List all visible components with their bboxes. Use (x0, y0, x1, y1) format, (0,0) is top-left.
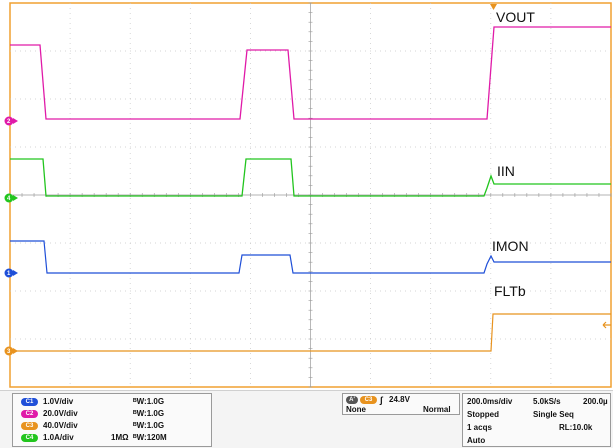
channel-1-badge[interactable]: C1 (21, 398, 38, 406)
trigger-channel-badge: C3 (360, 396, 377, 404)
horizontal-position: 200.0µ (583, 397, 608, 406)
status-bar: C1 1.0V/div ᴮW:1.0G C2 20.0V/div ᴮW:1.0G… (0, 390, 613, 448)
sample-rate: 5.0kS/s (533, 397, 561, 406)
fltb-label: FLTb (494, 283, 526, 299)
channel-4-badge[interactable]: C4 (21, 434, 38, 442)
channel-4-marker[interactable]: 4 (4, 193, 19, 203)
channel-2-bandwidth: ᴮW:1.0G (133, 409, 165, 418)
sequence-mode: Single Seq (533, 410, 574, 419)
channel-2-badge[interactable]: C2 (21, 410, 38, 418)
graticule-grid (9, 2, 612, 388)
svg-text:4: 4 (7, 196, 11, 202)
channel-3-scale: 40.0V/div (43, 421, 78, 430)
record-length: RL:10.0k (559, 423, 593, 432)
svg-text:3: 3 (7, 349, 11, 355)
acquisition-count: 1 acqs (467, 423, 492, 432)
channel-3-badge[interactable]: C3 (21, 422, 38, 430)
channel-4-scale: 1.0A/div (43, 433, 74, 442)
svg-text:2: 2 (7, 119, 11, 125)
iin-trace (10, 158, 611, 197)
timebase: 200.0ms/div (467, 397, 513, 406)
channel-4-bandwidth: ᴮW:120M (133, 433, 167, 442)
trigger-panel[interactable]: A' C3 ∫ 24.8V None Normal (342, 393, 460, 415)
imon-trace (10, 240, 611, 274)
channel-4-coupling: 1MΩ (111, 433, 129, 442)
trigger-type: None (346, 405, 366, 414)
svg-text:1: 1 (7, 271, 11, 277)
trigger-position-icon (490, 4, 497, 10)
channel-1-bandwidth: ᴮW:1.0G (133, 397, 165, 406)
trigger-mode-auto: Auto (467, 436, 486, 445)
vout-label: VOUT (496, 9, 535, 25)
reference-arrow-icon (602, 321, 611, 329)
trigger-level: 24.8V (389, 395, 410, 404)
fltb-trace (10, 313, 611, 352)
trigger-source-tag: A' (346, 396, 358, 404)
channel-1-marker[interactable]: 1 (4, 268, 19, 278)
trigger-mode: Normal (423, 405, 451, 414)
acquisition-panel[interactable]: 200.0ms/div 5.0kS/s 200.0µ Stopped Singl… (462, 393, 611, 447)
waveform-display: VOUT IIN IMON FLTb 2 4 1 3 (4, 2, 612, 388)
trigger-slope-icon: ∫ (380, 395, 383, 405)
vout-trace (10, 26, 611, 120)
imon-label: IMON (492, 238, 529, 254)
channel-settings-panel[interactable]: C1 1.0V/div ᴮW:1.0G C2 20.0V/div ᴮW:1.0G… (12, 393, 212, 447)
iin-label: IIN (497, 163, 515, 179)
acquisition-state: Stopped (467, 410, 499, 419)
channel-3-bandwidth: ᴮW:1.0G (133, 421, 165, 430)
channel-1-scale: 1.0V/div (43, 397, 74, 406)
channel-2-scale: 20.0V/div (43, 409, 78, 418)
channel-3-marker[interactable]: 3 (4, 346, 19, 356)
channel-2-marker[interactable]: 2 (4, 116, 19, 126)
